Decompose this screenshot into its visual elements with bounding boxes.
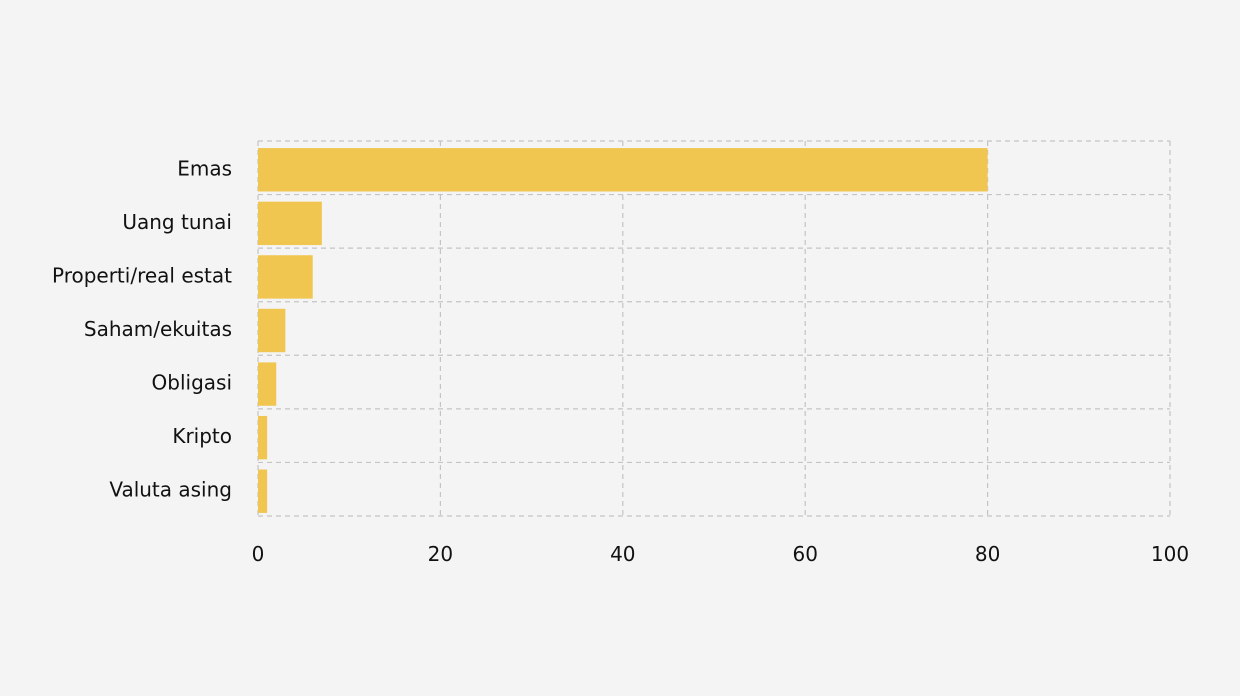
bars [258,148,988,513]
category-label: Kripto [172,424,232,448]
category-axis: Emas Uang tunai Properti/real estat Saham/e… [52,156,232,501]
value-axis: 0 20 40 60 80 100 [252,542,1189,566]
x-tick-label: 100 [1151,542,1189,566]
x-tick-label: 80 [975,542,1000,566]
bar [258,201,322,246]
grid [257,140,1171,517]
bar [258,255,313,299]
bar [258,469,268,513]
bar [258,362,277,406]
bar [258,308,286,353]
x-tick-label: 20 [428,542,453,566]
category-label: Valuta asing [109,478,232,502]
category-label: Uang tunai [122,210,232,234]
x-tick-label: 40 [610,542,635,566]
category-label: Obligasi [152,371,232,395]
x-tick-label: 0 [252,542,265,566]
bar [258,148,988,192]
category-label: Properti/real estat [52,263,232,287]
category-label: Saham/ekuitas [84,317,232,341]
x-tick-label: 60 [792,542,817,566]
bar [258,415,268,460]
category-label: Emas [177,156,232,180]
